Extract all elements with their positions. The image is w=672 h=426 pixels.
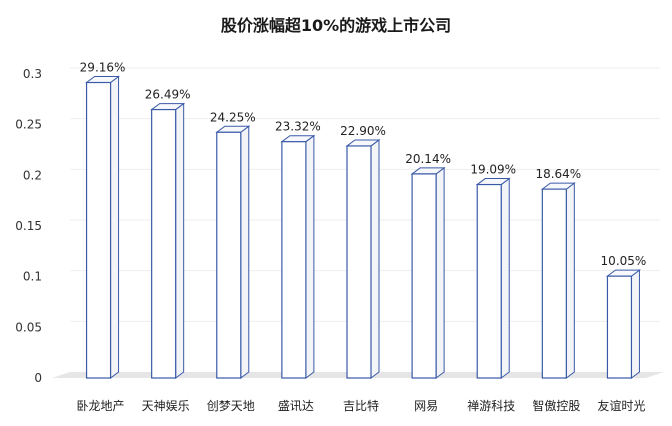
bar [281, 141, 307, 379]
y-tick-label: 0.25 [15, 118, 42, 132]
bar-side [370, 138, 380, 379]
bar-side [500, 177, 510, 379]
bar [216, 131, 242, 379]
x-tick-label: 智傲控股 [532, 398, 580, 413]
x-tick-label: 友谊时光 [597, 398, 645, 413]
bar-side [630, 269, 640, 379]
x-tick-label: 卧龙地产 [77, 399, 125, 413]
bar-side [110, 75, 120, 379]
bar [476, 183, 502, 379]
chart-title: 股价涨幅超10%的游戏上市公司 [220, 16, 452, 35]
bar-side [240, 125, 250, 379]
y-tick-label: 0.15 [15, 219, 42, 233]
x-tick-label: 网易 [414, 399, 438, 413]
data-label: 26.49% [145, 88, 191, 102]
data-label: 24.25% [210, 110, 256, 124]
y-tick-label: 0.1 [23, 270, 42, 284]
x-tick-label: 创梦天地 [207, 399, 255, 413]
data-label: 23.32% [275, 120, 321, 134]
bar [541, 188, 567, 379]
data-label: 22.90% [340, 124, 386, 138]
data-label: 19.09% [470, 163, 516, 177]
data-label: 18.64% [535, 167, 581, 181]
bar-side [305, 134, 315, 379]
bar-side [565, 182, 575, 379]
y-tick-label: 0.3 [23, 67, 42, 81]
bar-side [175, 102, 185, 379]
y-tick-label: 0.2 [23, 168, 42, 182]
bar [151, 108, 177, 379]
bar [346, 145, 372, 379]
y-tick-label: 0.05 [15, 320, 42, 334]
bar [411, 173, 437, 379]
x-tick-label: 天神娱乐 [142, 399, 190, 413]
bar-side [435, 166, 445, 379]
data-label: 29.16% [80, 61, 126, 75]
x-tick-label: 禅游科技 [467, 399, 515, 413]
data-label: 20.14% [405, 152, 451, 166]
bar [606, 275, 633, 379]
bar [85, 81, 112, 379]
data-label: 10.05% [601, 254, 647, 268]
x-tick-label: 盛讯达 [278, 398, 314, 413]
y-tick-label: 0 [34, 371, 42, 385]
x-tick-label: 吉比特 [343, 398, 379, 413]
